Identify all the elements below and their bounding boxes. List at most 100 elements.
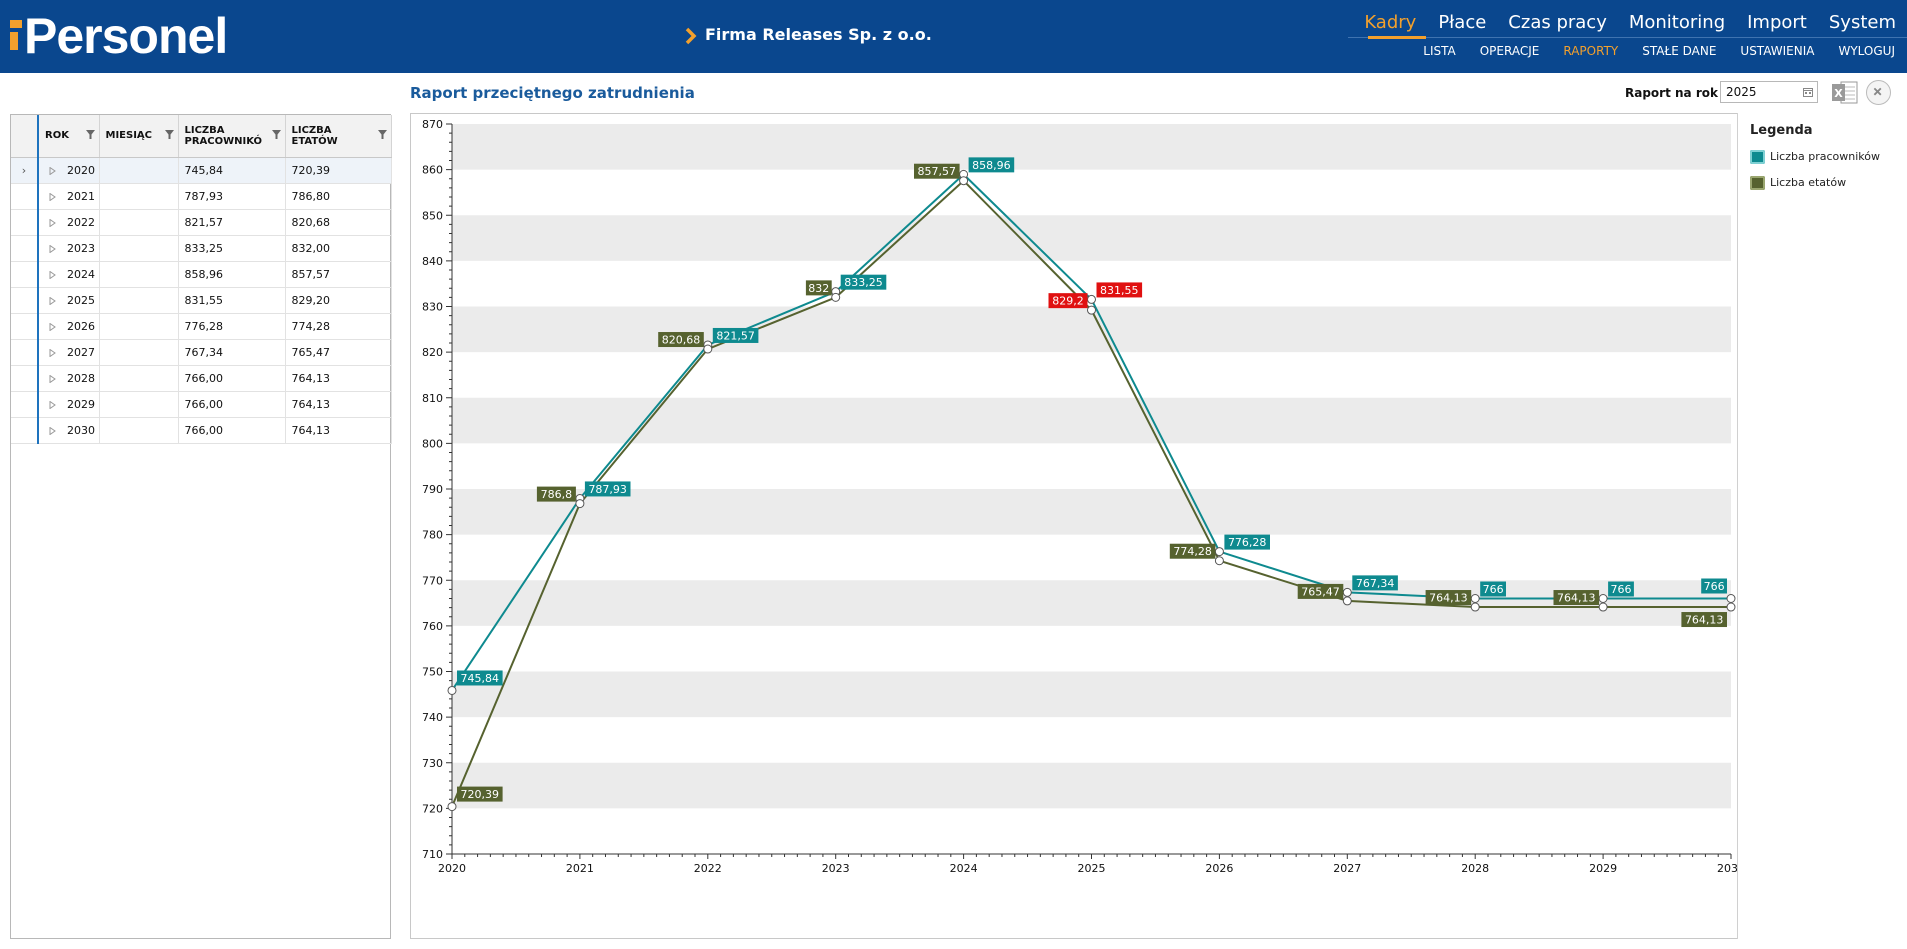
data-point-etaty[interactable] [575, 499, 585, 509]
row-selector[interactable] [11, 209, 39, 236]
main-nav-place[interactable]: Płace [1438, 12, 1487, 33]
excel-export-icon[interactable]: X [1831, 80, 1858, 105]
cell-miesiac[interactable] [99, 417, 179, 444]
cell-rok[interactable]: 2026 [38, 313, 100, 340]
data-point-pracownicy[interactable] [1087, 294, 1096, 304]
row-selector[interactable] [11, 391, 39, 418]
cell-miesiac[interactable] [99, 339, 179, 366]
sub-nav-wyloguj[interactable]: WYLOGUJ [1838, 44, 1895, 58]
data-point-pracownicy[interactable] [1598, 594, 1608, 603]
data-point-etaty[interactable] [1214, 556, 1224, 566]
main-nav-import[interactable]: Import [1747, 12, 1807, 33]
expand-row-icon[interactable] [49, 348, 56, 357]
cell-pracownicy[interactable]: 831,55 [178, 287, 286, 314]
close-button[interactable] [1866, 80, 1891, 105]
row-selector[interactable] [11, 235, 39, 262]
sub-nav-raporty[interactable]: RAPORTY [1563, 44, 1619, 58]
data-point-etaty[interactable] [703, 344, 713, 354]
cell-miesiac[interactable] [99, 313, 179, 340]
cell-etaty[interactable]: 774,28 [285, 313, 392, 340]
column-header-rok[interactable]: ROK [38, 115, 100, 158]
cell-miesiac[interactable] [99, 261, 179, 288]
data-point-pracownicy[interactable] [447, 685, 457, 695]
expand-row-icon[interactable] [49, 322, 56, 331]
row-selector[interactable] [11, 417, 39, 444]
cell-rok[interactable]: 2029 [38, 391, 100, 418]
filter-icon[interactable] [271, 130, 281, 139]
expand-row-icon[interactable] [49, 426, 56, 435]
cell-etaty[interactable]: 764,13 [285, 365, 392, 392]
cell-etaty[interactable]: 765,47 [285, 339, 392, 366]
expand-row-icon[interactable] [49, 374, 56, 383]
table-row[interactable]: 2023 833,25 832,00 [11, 235, 392, 262]
cell-pracownicy[interactable]: 858,96 [178, 261, 286, 288]
cell-rok[interactable]: 2030 [38, 417, 100, 444]
expand-row-icon[interactable] [49, 218, 56, 227]
data-point-etaty[interactable] [1598, 602, 1608, 612]
data-point-pracownicy[interactable] [1470, 594, 1480, 603]
cell-etaty[interactable]: 857,57 [285, 261, 392, 288]
column-header-pracownicy[interactable]: LICZBA PRACOWNIKÓ [178, 115, 286, 158]
cell-rok[interactable]: 2028 [38, 365, 100, 392]
cell-rok[interactable]: 2025 [38, 287, 100, 314]
calendar-icon[interactable] [1803, 87, 1813, 97]
expand-row-icon[interactable] [49, 270, 56, 279]
cell-miesiac[interactable] [99, 183, 179, 210]
filter-icon[interactable] [164, 130, 174, 139]
row-selector[interactable] [11, 183, 39, 210]
data-point-etaty[interactable] [831, 292, 841, 302]
cell-miesiac[interactable] [99, 391, 179, 418]
cell-pracownicy[interactable]: 787,93 [178, 183, 286, 210]
expand-row-icon[interactable] [49, 166, 56, 175]
data-point-pracownicy[interactable] [1342, 587, 1352, 597]
row-selector[interactable] [11, 365, 39, 392]
cell-rok[interactable]: 2020 [38, 157, 100, 184]
cell-etaty[interactable]: 764,13 [285, 391, 392, 418]
cell-pracownicy[interactable]: 776,28 [178, 313, 286, 340]
table-row[interactable]: 2024 858,96 857,57 [11, 261, 392, 288]
cell-miesiac[interactable] [99, 157, 179, 184]
table-row[interactable]: › 2020 745,84 720,39 [11, 157, 392, 184]
cell-pracownicy[interactable]: 766,00 [178, 365, 286, 392]
data-point-etaty[interactable] [1087, 305, 1096, 315]
table-row[interactable]: 2022 821,57 820,68 [11, 209, 392, 236]
cell-miesiac[interactable] [99, 235, 179, 262]
table-row[interactable]: 2030 766,00 764,13 [11, 417, 392, 444]
cell-pracownicy[interactable]: 767,34 [178, 339, 286, 366]
cell-etaty[interactable]: 829,20 [285, 287, 392, 314]
cell-etaty[interactable]: 832,00 [285, 235, 392, 262]
data-point-pracownicy[interactable] [1214, 547, 1224, 557]
main-nav-czas-pracy[interactable]: Czas pracy [1508, 12, 1607, 33]
cell-rok[interactable]: 2023 [38, 235, 100, 262]
expand-row-icon[interactable] [49, 244, 56, 253]
table-row[interactable]: 2025 831,55 829,20 [11, 287, 392, 314]
filter-icon[interactable] [85, 130, 95, 139]
cell-etaty[interactable]: 786,80 [285, 183, 392, 210]
table-row[interactable]: 2026 776,28 774,28 [11, 313, 392, 340]
data-point-etaty[interactable] [447, 802, 457, 812]
cell-pracownicy[interactable]: 766,00 [178, 417, 286, 444]
column-header-miesiac[interactable]: MIESIĄC [99, 115, 179, 158]
row-selector[interactable] [11, 313, 39, 340]
data-point-etaty[interactable] [959, 176, 969, 186]
cell-pracownicy[interactable]: 821,57 [178, 209, 286, 236]
cell-rok[interactable]: 2027 [38, 339, 100, 366]
table-row[interactable]: 2028 766,00 764,13 [11, 365, 392, 392]
cell-etaty[interactable]: 820,68 [285, 209, 392, 236]
main-nav-system[interactable]: System [1828, 12, 1896, 33]
row-selector[interactable] [11, 287, 39, 314]
data-point-etaty[interactable] [1342, 596, 1352, 606]
row-selector[interactable]: › [11, 157, 39, 184]
row-selector[interactable] [11, 261, 39, 288]
main-nav-monitoring[interactable]: Monitoring [1628, 12, 1726, 33]
table-row[interactable]: 2021 787,93 786,80 [11, 183, 392, 210]
data-point-etaty[interactable] [1726, 602, 1736, 612]
sub-nav-stale-dane[interactable]: STAŁE DANE [1642, 44, 1717, 58]
cell-miesiac[interactable] [99, 209, 179, 236]
cell-etaty[interactable]: 764,13 [285, 417, 392, 444]
cell-rok[interactable]: 2021 [38, 183, 100, 210]
main-nav-kadry[interactable]: Kadry [1364, 12, 1417, 33]
sub-nav-lista[interactable]: LISTA [1423, 44, 1456, 58]
cell-pracownicy[interactable]: 833,25 [178, 235, 286, 262]
table-row[interactable]: 2029 766,00 764,13 [11, 391, 392, 418]
